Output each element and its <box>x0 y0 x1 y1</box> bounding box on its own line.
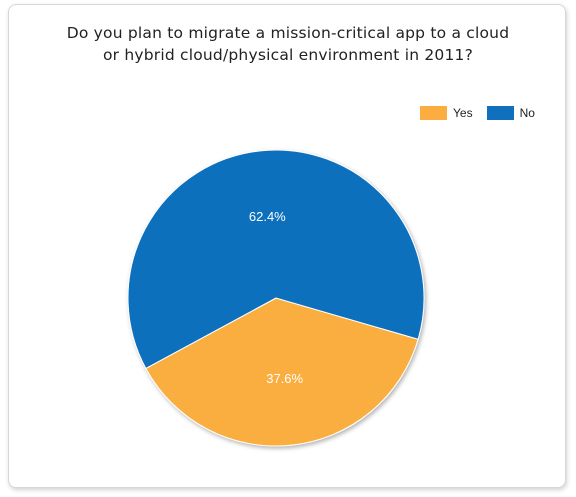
legend-item-no[interactable]: No <box>486 106 535 120</box>
slice-label-no: 62.4% <box>249 209 286 224</box>
slice-label-yes: 37.6% <box>266 371 303 386</box>
chart-title: Do you plan to migrate a mission-critica… <box>0 22 576 66</box>
chart-title-line-2: or hybrid cloud/physical environment in … <box>102 46 474 64</box>
chart-legend: Yes No <box>420 106 549 120</box>
pie-slice-yes[interactable] <box>145 297 419 447</box>
legend-swatch-no <box>486 106 514 120</box>
legend-label-yes: Yes <box>453 106 473 120</box>
chart-title-line-1: Do you plan to migrate a mission-critica… <box>66 24 510 42</box>
legend-label-no: No <box>519 106 535 120</box>
legend-item-yes[interactable]: Yes <box>420 106 473 120</box>
pie-slice-no[interactable] <box>127 149 425 370</box>
legend-swatch-yes <box>420 106 447 120</box>
